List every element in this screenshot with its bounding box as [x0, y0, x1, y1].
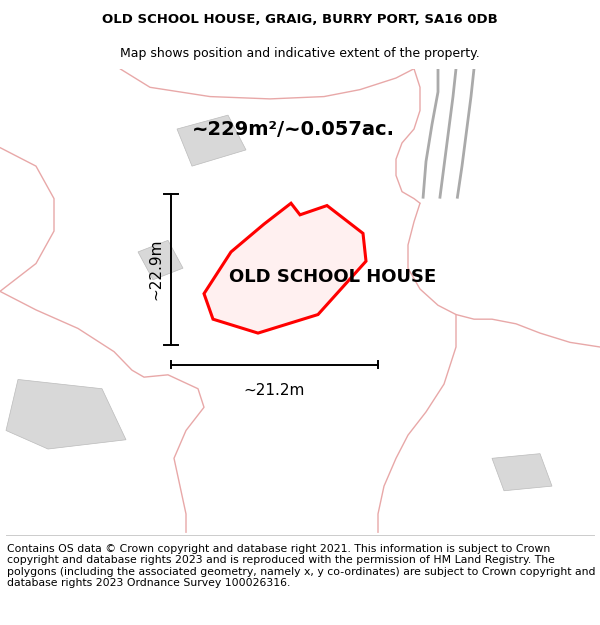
- Text: ~22.9m: ~22.9m: [148, 239, 163, 300]
- Polygon shape: [6, 379, 126, 449]
- Polygon shape: [492, 454, 552, 491]
- Text: Contains OS data © Crown copyright and database right 2021. This information is : Contains OS data © Crown copyright and d…: [7, 544, 596, 588]
- Text: Map shows position and indicative extent of the property.: Map shows position and indicative extent…: [120, 47, 480, 60]
- Text: ~229m²/~0.057ac.: ~229m²/~0.057ac.: [192, 119, 395, 139]
- Polygon shape: [138, 241, 183, 280]
- Text: OLD SCHOOL HOUSE, GRAIG, BURRY PORT, SA16 0DB: OLD SCHOOL HOUSE, GRAIG, BURRY PORT, SA1…: [102, 12, 498, 26]
- Polygon shape: [204, 203, 366, 333]
- Text: ~21.2m: ~21.2m: [244, 383, 305, 398]
- Text: OLD SCHOOL HOUSE: OLD SCHOOL HOUSE: [229, 269, 437, 286]
- Polygon shape: [177, 115, 246, 166]
